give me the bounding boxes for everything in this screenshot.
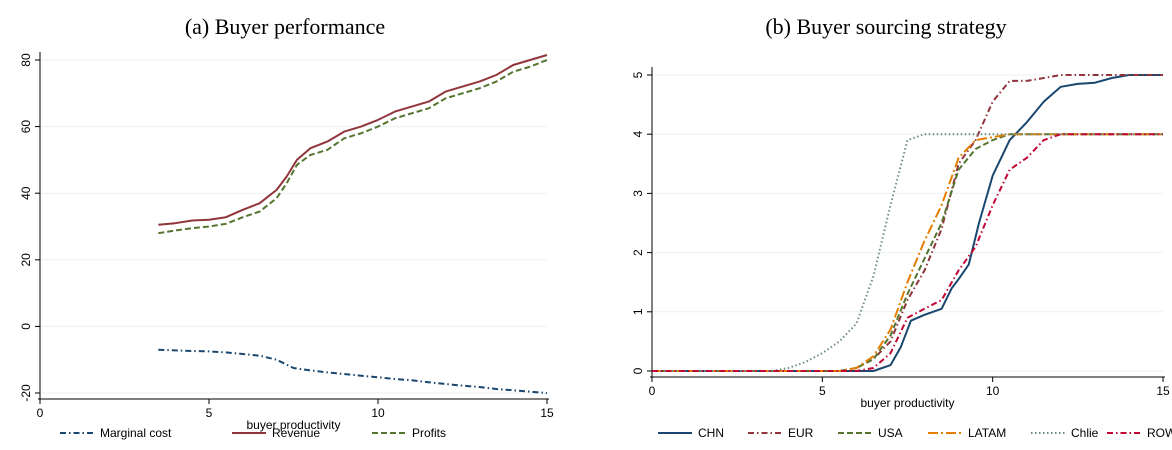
y-tick-label: 2 (631, 249, 645, 256)
y-tick-label: 0 (631, 367, 645, 374)
y-tick-label: 4 (631, 131, 645, 138)
x-axis-label: buyer productivity (860, 396, 954, 410)
y-tick-label: 5 (631, 71, 645, 78)
x-tick-label: 15 (540, 406, 554, 420)
x-tick-label: 0 (649, 384, 656, 398)
y-tick-label: 0 (19, 323, 33, 330)
series-line-profits (158, 59, 548, 235)
x-tick-label: 10 (986, 384, 1000, 398)
legend-label: EUR (788, 426, 814, 440)
legend-label: Revenue (272, 426, 320, 440)
series-line-latam (652, 133, 1163, 372)
x-axis-label: buyer productivity (246, 418, 340, 432)
series-line-chlie (652, 133, 1163, 372)
x-tick-label: 5 (206, 406, 213, 420)
y-tick-label: 40 (19, 186, 33, 200)
legend-label: CHN (698, 426, 724, 440)
x-tick-label: 5 (819, 384, 826, 398)
legend-label: USA (878, 426, 903, 440)
y-tick-label: 3 (631, 190, 645, 197)
series-line-chn (652, 74, 1163, 372)
legend-label: ROW (1147, 426, 1172, 440)
y-tick-label: -20 (19, 384, 33, 402)
legend-label: Chlie (1071, 426, 1099, 440)
chart-b-title: (b) Buyer sourcing strategy (765, 14, 1007, 39)
legend-label: Marginal cost (100, 426, 172, 440)
series-line-eur (652, 74, 1163, 372)
y-tick-label: 80 (19, 53, 33, 67)
x-tick-label: 15 (1156, 384, 1170, 398)
x-tick-label: 10 (371, 406, 385, 420)
y-tick-label: 60 (19, 120, 33, 134)
y-tick-label: 1 (631, 308, 645, 315)
series-line-marginal-cost (158, 348, 548, 394)
y-tick-label: 20 (19, 253, 33, 267)
chart-a: -20 0 20 40 60 80 0 5 10 15 buyer productivity Marg… (19, 52, 554, 440)
legend-label: Profits (412, 426, 446, 440)
chart-b: 0 1 2 3 4 5 0 5 10 15 buyer productivity CHN EUR USA L… (631, 67, 1172, 440)
series-line-revenue (158, 54, 548, 226)
x-tick-label: 0 (37, 406, 44, 420)
legend-label: LATAM (968, 426, 1006, 440)
chart-a-title: (a) Buyer performance (184, 14, 386, 39)
